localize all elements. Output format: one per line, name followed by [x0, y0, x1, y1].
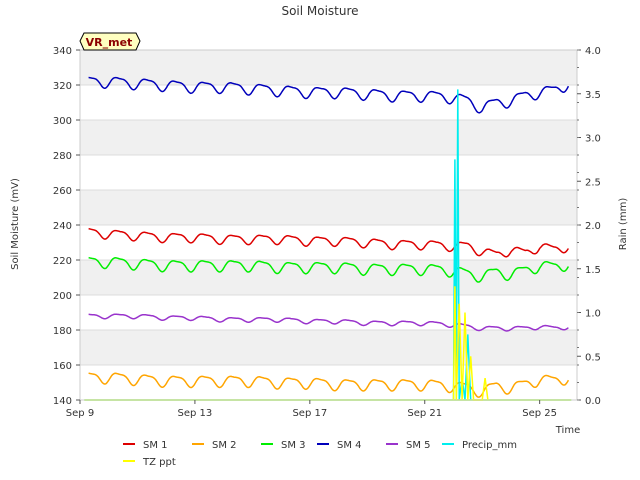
- legend-entry-sm-2: SM 2: [192, 440, 237, 451]
- y-tick-label: 340: [53, 46, 72, 57]
- y2-tick-label: 2.5: [585, 177, 601, 188]
- station-badge-label: VR_met: [86, 36, 133, 49]
- series-line-sm-2: [88, 372, 570, 398]
- series-sm-4: [88, 76, 570, 114]
- grid-band: [80, 330, 577, 365]
- y2-tick-label: 2.0: [585, 221, 601, 232]
- y2-tick-label: 1.0: [585, 309, 601, 320]
- legend-entry-sm-5: SM 5: [386, 440, 431, 451]
- series-sm-3: [88, 256, 570, 283]
- y2-axis-label: Rain (mm): [618, 198, 629, 251]
- y-tick-label: 240: [53, 221, 72, 232]
- y2-tick-label: 0.5: [585, 352, 601, 363]
- legend-label-sm-1: SM 1: [143, 440, 168, 451]
- x-axis-label: Time: [555, 425, 580, 436]
- x-tick-label: Sep 13: [178, 408, 213, 419]
- legend-entry-sm-3: SM 3: [261, 440, 306, 451]
- series-sm-5: [88, 313, 569, 332]
- x-axis-ticks: Sep 9 Sep 13 Sep 17 Sep 21 Sep 25: [66, 400, 557, 419]
- y-tick-label: 280: [53, 151, 72, 162]
- x-tick-label: Sep 17: [292, 408, 327, 419]
- y2-tick-label: 3.5: [585, 90, 601, 101]
- x-tick-label: Sep 21: [407, 408, 442, 419]
- y-axis-ticks: 140 160 180 200 220 240 260 280 300 320 340: [53, 46, 80, 407]
- grid-band: [80, 260, 577, 295]
- series-line-sm-4: [88, 76, 570, 114]
- series-line-sm-3: [88, 256, 570, 283]
- legend-label-sm-2: SM 2: [212, 440, 237, 451]
- y-tick-label: 300: [53, 116, 72, 127]
- legend-entry-sm-1: SM 1: [123, 440, 168, 451]
- series-sm-1: [88, 227, 570, 258]
- y2-tick-label: 1.5: [585, 265, 601, 276]
- series-line-sm-1: [88, 227, 570, 258]
- y2-tick-label: 4.0: [585, 46, 601, 57]
- legend-label-tz-ppt: TZ ppt: [142, 457, 176, 468]
- legend-label-sm-5: SM 5: [406, 440, 431, 451]
- x-tick-label: Sep 9: [66, 408, 94, 419]
- y-tick-label: 200: [53, 291, 72, 302]
- legend-label-sm-3: SM 3: [281, 440, 306, 451]
- series-sm-2: [88, 372, 570, 398]
- legend: SM 1 SM 2 SM 3 SM 4 SM 5 Precip_mm TZ ppt: [123, 440, 517, 468]
- y-tick-label: 260: [53, 186, 72, 197]
- grid-band: [80, 190, 577, 225]
- chart-title: Soil Moisture: [281, 4, 358, 18]
- legend-label-sm-4: SM 4: [337, 440, 362, 451]
- y2-tick-label: 3.0: [585, 134, 601, 145]
- y-tick-label: 140: [53, 396, 72, 407]
- legend-entry-sm-4: SM 4: [317, 440, 362, 451]
- legend-entry-precip-mm: Precip_mm: [442, 440, 517, 451]
- y2-tick-label: 0.0: [585, 396, 601, 407]
- y-tick-label: 180: [53, 326, 72, 337]
- y-axis-label: Soil Moisture (mV): [10, 178, 21, 270]
- x-tick-label: Sep 25: [522, 408, 557, 419]
- y-tick-label: 160: [53, 361, 72, 372]
- grid-band: [80, 50, 577, 85]
- legend-label-precip-mm: Precip_mm: [462, 440, 517, 451]
- station-badge-shape: [79, 32, 141, 51]
- y-tick-label: 220: [53, 256, 72, 267]
- series-line-sm-5: [88, 313, 569, 332]
- station-badge: VR_met: [79, 32, 141, 51]
- series-line-tz-ppt: [452, 286, 489, 401]
- y-tick-label: 320: [53, 81, 72, 92]
- y2-axis-ticks: 0.0 0.5 1.0 1.5 2.0 2.5 3.0 3.5 4.0: [577, 46, 601, 407]
- grid-band: [80, 120, 577, 155]
- legend-entry-tz-ppt: TZ ppt: [123, 457, 176, 468]
